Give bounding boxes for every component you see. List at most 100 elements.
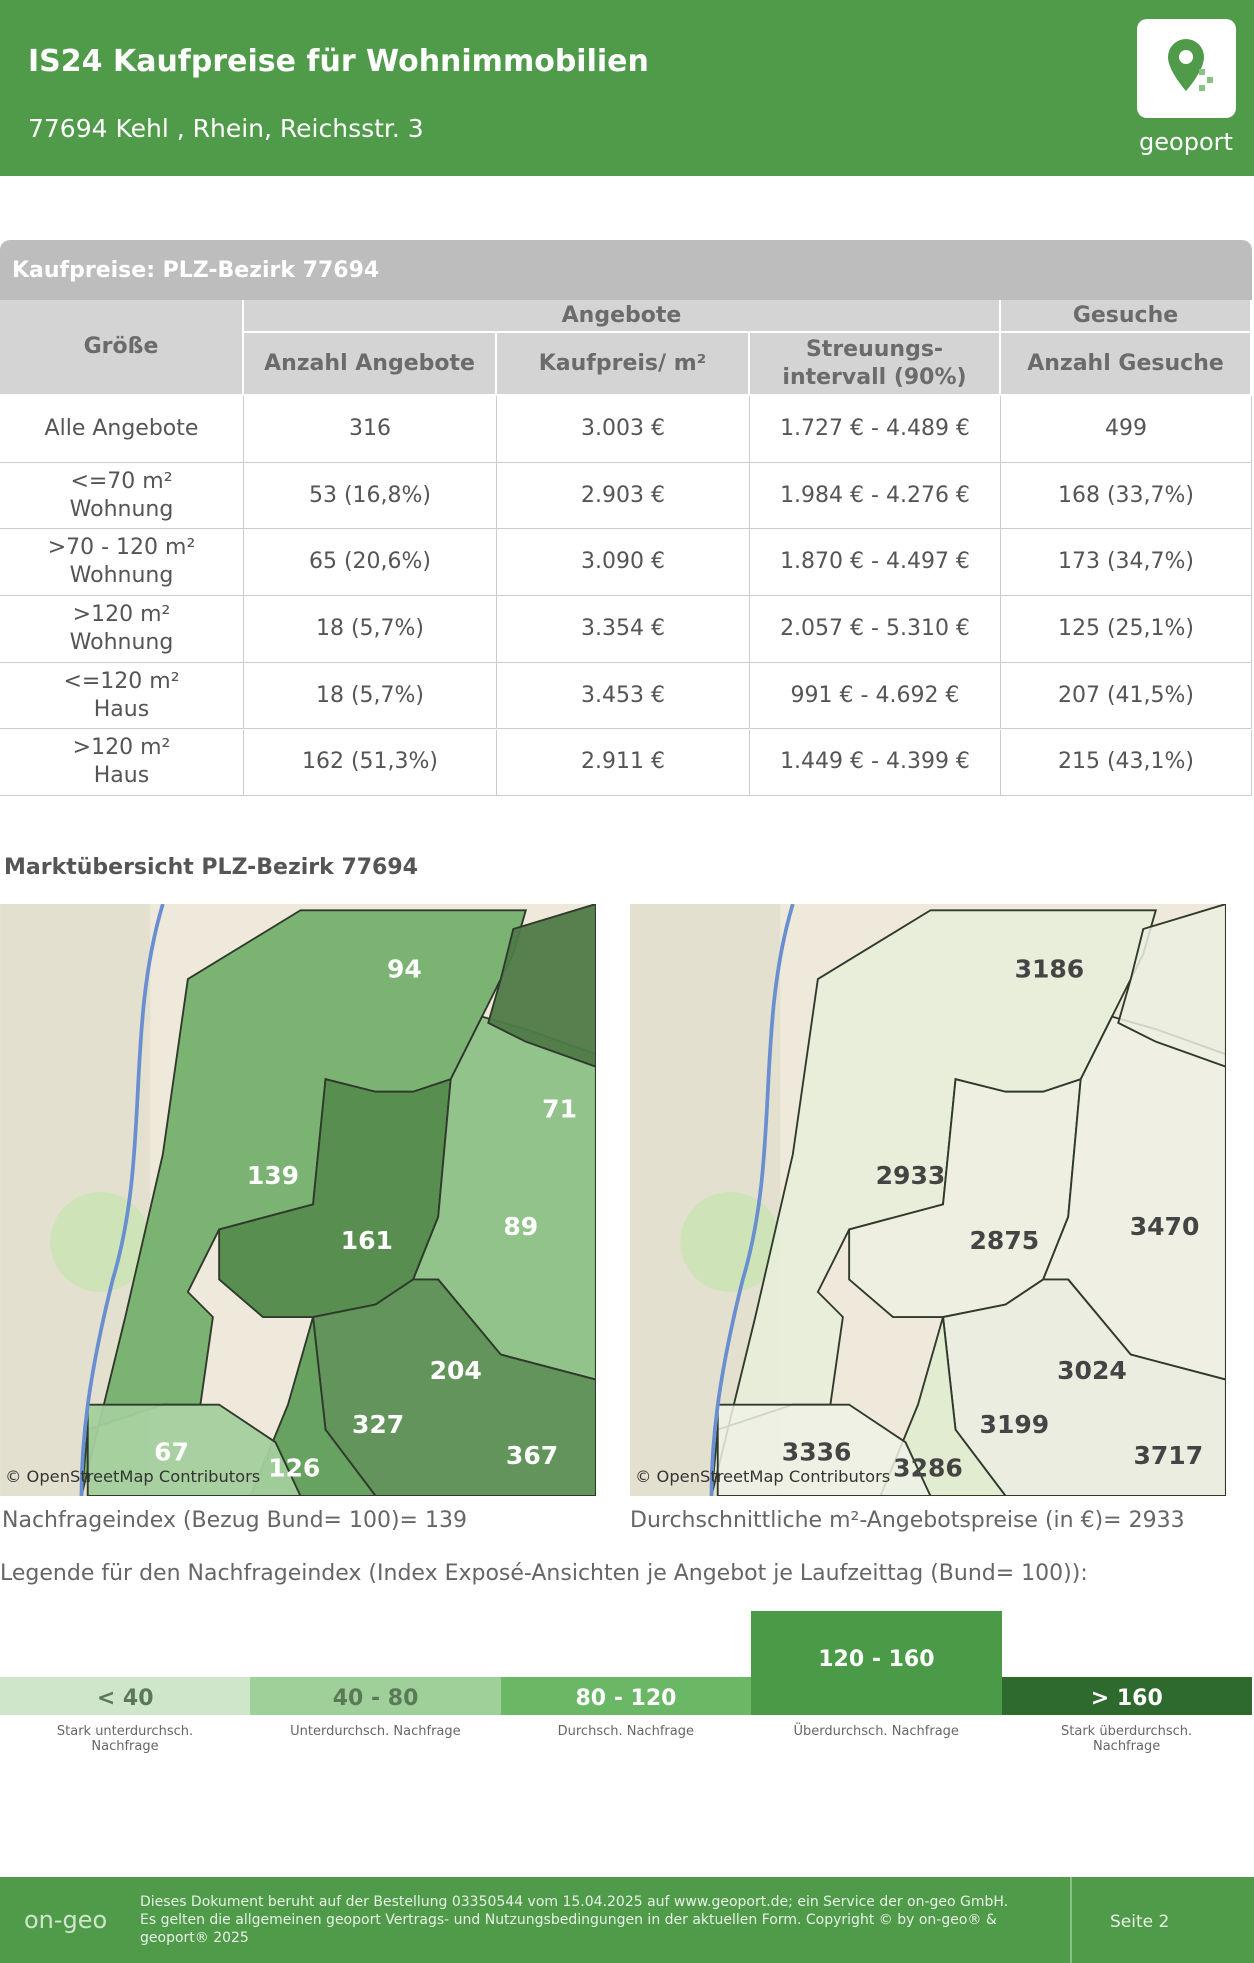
map-label: 3336 xyxy=(782,1437,852,1466)
table-cell: <=120 m² Haus xyxy=(0,662,244,730)
table-cell: 1.870 € - 4.497 € xyxy=(750,529,1001,597)
table-cell: 1.984 € - 4.276 € xyxy=(750,462,1001,530)
table-cell: 207 (41,5%) xyxy=(1001,662,1252,730)
table-cell: 2.057 € - 5.310 € xyxy=(750,596,1001,663)
map-attribution: © OpenStreetMap Contributors xyxy=(5,1467,260,1486)
map-label: 2875 xyxy=(970,1226,1040,1255)
table-cell: 3.354 € xyxy=(497,596,750,663)
table-cell: Alle Angebote xyxy=(0,396,244,463)
table-title: Kaufpreise: PLZ-Bezirk 77694 xyxy=(12,258,380,283)
legend-description: Überdurchsch. Nachfrage xyxy=(793,1724,959,1739)
map-label: 3717 xyxy=(1133,1441,1203,1470)
map-label: 126 xyxy=(268,1454,320,1483)
table-cell: 53 (16,8%) xyxy=(244,462,497,530)
title: IS24 Kaufpreise für Wohnimmobilien xyxy=(28,44,649,79)
address: 77694 Kehl , Rhein, Reichsstr. 3 xyxy=(28,114,424,143)
table-cell: 1.449 € - 4.399 € xyxy=(750,729,1001,797)
legend-range: > 160 xyxy=(1090,1686,1163,1711)
table-cell: >120 m² Haus xyxy=(0,729,244,797)
map-region xyxy=(249,1316,377,1496)
table-cell: 215 (43,1%) xyxy=(1001,729,1252,797)
table-cell: 173 (34,7%) xyxy=(1001,529,1252,597)
column-header: Anzahl Angebote xyxy=(244,333,497,396)
map-label: 3470 xyxy=(1130,1212,1200,1241)
table-cell: <=70 m² Wohnung xyxy=(0,462,244,530)
market-title: Marktübersicht PLZ-Bezirk 77694 xyxy=(4,855,418,880)
legend-swatch xyxy=(751,1611,1002,1715)
map-region xyxy=(311,1278,596,1496)
table-cell: 125 (25,1%) xyxy=(1001,596,1252,663)
column-header: Anzahl Gesuche xyxy=(1001,333,1252,396)
map-label: 3286 xyxy=(893,1454,963,1483)
legend-swatch xyxy=(250,1677,501,1715)
header-band xyxy=(0,0,1254,176)
table-title-bar xyxy=(0,240,1252,300)
legend-description: Stark unterdurchsch. Nachfrage xyxy=(56,1724,194,1754)
table-cell: 3.453 € xyxy=(497,662,750,730)
table-cell: 2.911 € xyxy=(497,729,750,797)
legend-range: < 40 xyxy=(96,1686,154,1711)
logo-text: geoport xyxy=(1139,128,1233,156)
legend-description: Stark überdurchsch. Nachfrage xyxy=(1061,1724,1193,1754)
map-label: 3024 xyxy=(1057,1356,1127,1385)
legend-range: 40 - 80 xyxy=(332,1686,419,1711)
map-region xyxy=(1117,904,1226,1068)
legend-description: Durchsch. Nachfrage xyxy=(557,1724,694,1739)
map-label: 367 xyxy=(506,1441,558,1470)
map-label: 3186 xyxy=(1015,954,1085,983)
map-attribution: © OpenStreetMap Contributors xyxy=(635,1467,890,1486)
table-cell: 162 (51,3%) xyxy=(244,729,497,797)
table-header: Angebote xyxy=(244,300,1001,333)
legend-description: Unterdurchsch. Nachfrage xyxy=(290,1724,461,1739)
table-cell: 3.003 € xyxy=(497,396,750,463)
map-label: 89 xyxy=(503,1212,538,1241)
map-label: 2933 xyxy=(876,1161,946,1190)
river xyxy=(709,904,795,1496)
table-cell: 18 (5,7%) xyxy=(244,596,497,663)
footer-text: Dieses Dokument beruht auf der Bestellun… xyxy=(140,1894,1009,1946)
table-cell: 3.090 € xyxy=(497,529,750,597)
table: Angebote Gesuche Größe Anzahl Angebote Kaufp… xyxy=(0,300,1252,797)
table-cell: 316 xyxy=(244,396,497,463)
table-cell: >120 m² Wohnung xyxy=(0,596,244,663)
map-label: 204 xyxy=(430,1356,482,1385)
map-region xyxy=(86,1403,302,1496)
table-cell: >70 - 120 m² Wohnung xyxy=(0,529,244,597)
legend-swatch xyxy=(1001,1677,1252,1715)
legend-swatch xyxy=(500,1677,752,1715)
table-cell: 168 (33,7%) xyxy=(1001,462,1252,530)
logo-box xyxy=(1137,19,1236,118)
footer-logo: on-geo xyxy=(24,1906,108,1934)
legend-range: 80 - 120 xyxy=(575,1686,677,1711)
table-cell: 991 € - 4.692 € xyxy=(750,662,1001,730)
table-cell: 65 (20,6%) xyxy=(244,529,497,597)
page-number: Seite 2 xyxy=(1110,1912,1170,1932)
map-label: 71 xyxy=(542,1095,577,1124)
column-header: Größe xyxy=(0,300,244,396)
river xyxy=(79,904,165,1496)
map-label: 161 xyxy=(341,1226,393,1255)
map-label: 139 xyxy=(247,1161,299,1190)
table-cell: 2.903 € xyxy=(497,462,750,530)
map-region xyxy=(716,1403,932,1496)
table-cell: 1.727 € - 4.489 € xyxy=(750,396,1001,463)
map-label: 94 xyxy=(387,954,422,983)
map-label: 67 xyxy=(154,1437,189,1466)
legend-range: 120 - 160 xyxy=(818,1647,935,1672)
map-region xyxy=(879,1316,1007,1496)
demand-map: 94 71 139 161 89 204 327 67 126 367 © OpenStreetMa… xyxy=(0,904,596,1496)
logo-icon xyxy=(1168,39,1213,91)
legend: < 40 Stark unterdurchsch. Nachfrage 40 - 8… xyxy=(0,1600,1254,1760)
table-cell: 499 xyxy=(1001,396,1252,463)
map-region xyxy=(487,904,596,1068)
legend-swatch xyxy=(0,1677,251,1715)
legend-title: Legende für den Nachfrageindex (Index Ex… xyxy=(0,1561,1088,1586)
map-label: 327 xyxy=(352,1410,404,1439)
column-header: Kaufpreis/ m² xyxy=(497,333,750,396)
table-cell: 18 (5,7%) xyxy=(244,662,497,730)
table-header: Gesuche xyxy=(1001,300,1252,333)
map-caption: Nachfrageindex (Bezug Bund= 100)= 139 xyxy=(2,1508,467,1533)
map-caption: Durchschnittliche m²-Angebotspreise (in … xyxy=(630,1508,1185,1533)
